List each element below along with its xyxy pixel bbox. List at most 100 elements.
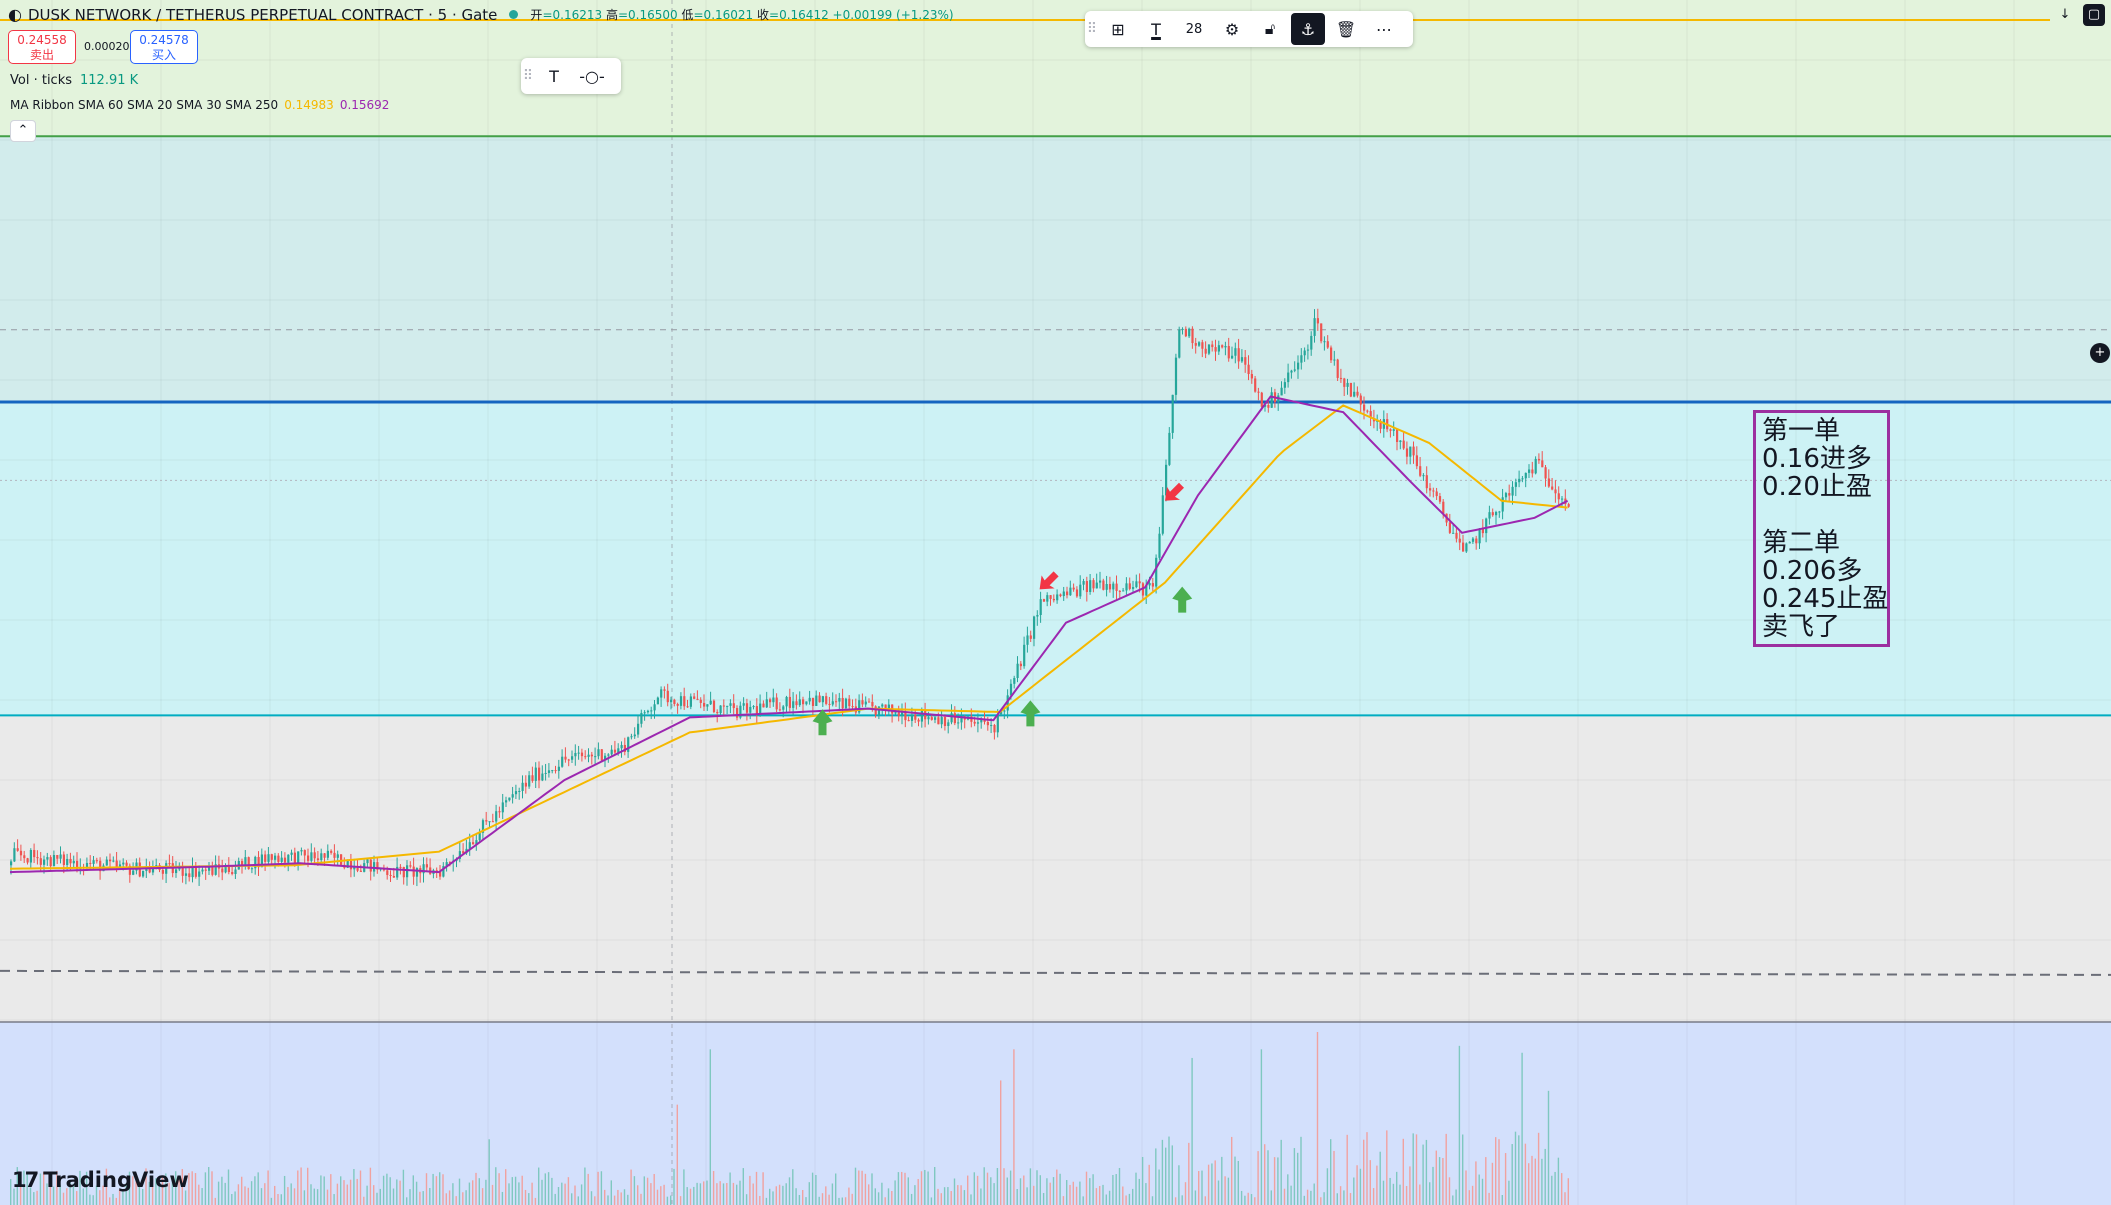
ohlc-values: 开=0.16213 高=0.16500 低=0.16021 收=0.16412 … [530, 6, 953, 23]
candle-body [1158, 533, 1161, 558]
candle-body [1102, 580, 1105, 590]
lock-button[interactable]: 🔓︎ [1251, 11, 1289, 47]
volume-bar [1082, 1196, 1084, 1205]
volume-bar [1330, 1139, 1332, 1205]
candle-body [976, 722, 980, 724]
add-alert-button[interactable]: + [2090, 343, 2110, 363]
buy-arrow-marker[interactable] [1020, 700, 1041, 727]
candle-body [1191, 328, 1194, 344]
candle-body [1267, 404, 1270, 408]
scroll-to-latest-button[interactable]: ↓ [2054, 4, 2076, 26]
volume-bar [627, 1194, 629, 1205]
volume-bar [1518, 1135, 1520, 1205]
candle-body [1079, 584, 1082, 597]
candle-body [1339, 377, 1343, 379]
sell-arrow-marker[interactable] [1039, 571, 1059, 590]
anchor-button[interactable]: ⚓︎ [1291, 13, 1325, 45]
candle-body [538, 767, 541, 781]
volume-bar [132, 1176, 134, 1205]
volume-bar [547, 1172, 550, 1205]
volume-bar [1033, 1185, 1035, 1205]
settings-button[interactable]: ⚙ [1213, 11, 1251, 47]
volume-bar [745, 1194, 748, 1205]
drag-handle-icon[interactable]: ⠿ [522, 68, 534, 84]
buy-arrow-marker[interactable] [1172, 586, 1193, 613]
volume-bar [1257, 1151, 1259, 1205]
candle-body [148, 867, 151, 873]
font-size-button[interactable]: 28 [1185, 21, 1203, 37]
volume-bar [76, 1191, 78, 1205]
candle-body [1122, 590, 1125, 592]
volume-bar [439, 1172, 441, 1205]
volume-bar [29, 1187, 32, 1205]
collapse-legend-button[interactable]: ⌃ [10, 120, 36, 142]
candle-body [1366, 410, 1369, 412]
volume-bar [594, 1196, 596, 1205]
text-color-button[interactable]: T [1137, 11, 1175, 47]
candle-body [736, 708, 739, 718]
buy-button[interactable]: 0.24578 买入 [130, 30, 198, 64]
text-tool-button[interactable]: T [535, 58, 573, 94]
ma-ribbon-legend[interactable]: MA Ribbon SMA 60 SMA 20 SMA 30 SMA 250 0.… [10, 98, 389, 112]
line-tool-button[interactable]: -○- [573, 58, 611, 94]
volume-bar [970, 1194, 972, 1205]
candle-body [39, 858, 42, 865]
volume-bar [587, 1173, 589, 1205]
candle-body [122, 862, 125, 865]
sell-button[interactable]: 0.24558 卖出 [8, 30, 76, 64]
volume-bar [501, 1191, 504, 1205]
volume-bar [617, 1189, 619, 1205]
volume-bar [887, 1188, 890, 1205]
candle-body [679, 696, 683, 706]
more-button[interactable]: ⋯ [1365, 11, 1403, 47]
candle-body [1356, 391, 1359, 396]
trade-note-annotation[interactable]: 第一单 0.16进多 0.20止盈 第二单 0.206多 0.245止盈 卖飞了 [1753, 410, 1890, 647]
candle-body [1257, 391, 1260, 393]
candle-body [722, 705, 725, 707]
tradingview-logo[interactable]: 17 TradingView [12, 1168, 189, 1192]
delete-button[interactable]: 🗑︎ [1327, 11, 1365, 47]
candle-body [610, 749, 613, 755]
candle-body [175, 869, 178, 874]
candle-body [864, 701, 867, 705]
volume-bar [1155, 1148, 1157, 1205]
volume-bar [465, 1190, 467, 1205]
volume-bar [280, 1194, 282, 1205]
volume-bar [996, 1167, 999, 1205]
candle-body [1138, 581, 1141, 584]
candle-body [1000, 711, 1003, 715]
candle-body [488, 821, 491, 823]
drag-handle-icon[interactable]: ⠿ [1086, 21, 1098, 37]
volume-legend[interactable]: Vol · ticks 112.91 K [10, 73, 138, 88]
volume-bar [1465, 1170, 1467, 1205]
volume-bar [864, 1173, 867, 1205]
sell-arrow-marker[interactable] [1165, 482, 1184, 501]
candle-body [643, 712, 646, 714]
candle-body [1541, 460, 1544, 468]
candle-body [930, 717, 933, 720]
candle-body [953, 713, 956, 724]
fullscreen-button[interactable]: ▢ [2083, 4, 2105, 26]
candle-body [184, 873, 188, 876]
volume-bar [531, 1182, 533, 1205]
candle-body [475, 840, 478, 845]
volume-bar [884, 1197, 886, 1205]
volume-bar [1211, 1163, 1213, 1205]
volume-bar [175, 1171, 177, 1205]
volume-bar [1099, 1185, 1101, 1205]
volume-bar [356, 1178, 358, 1205]
lower-dashed-line[interactable] [0, 969, 2111, 976]
volume-bar [214, 1197, 216, 1205]
volume-bar [518, 1182, 520, 1205]
candle-body [686, 706, 689, 708]
candle-body [884, 704, 887, 709]
buy-arrow-marker[interactable] [812, 709, 833, 736]
candle-body [950, 713, 953, 723]
volume-bar [85, 1171, 88, 1205]
template-button[interactable]: ⊞ [1099, 11, 1137, 47]
symbol-title[interactable]: DUSK NETWORK / TETHERUS PERPETUAL CONTRA… [27, 5, 498, 24]
volume-bar [623, 1189, 626, 1205]
candle-body [373, 862, 376, 872]
candle-body [247, 857, 250, 870]
